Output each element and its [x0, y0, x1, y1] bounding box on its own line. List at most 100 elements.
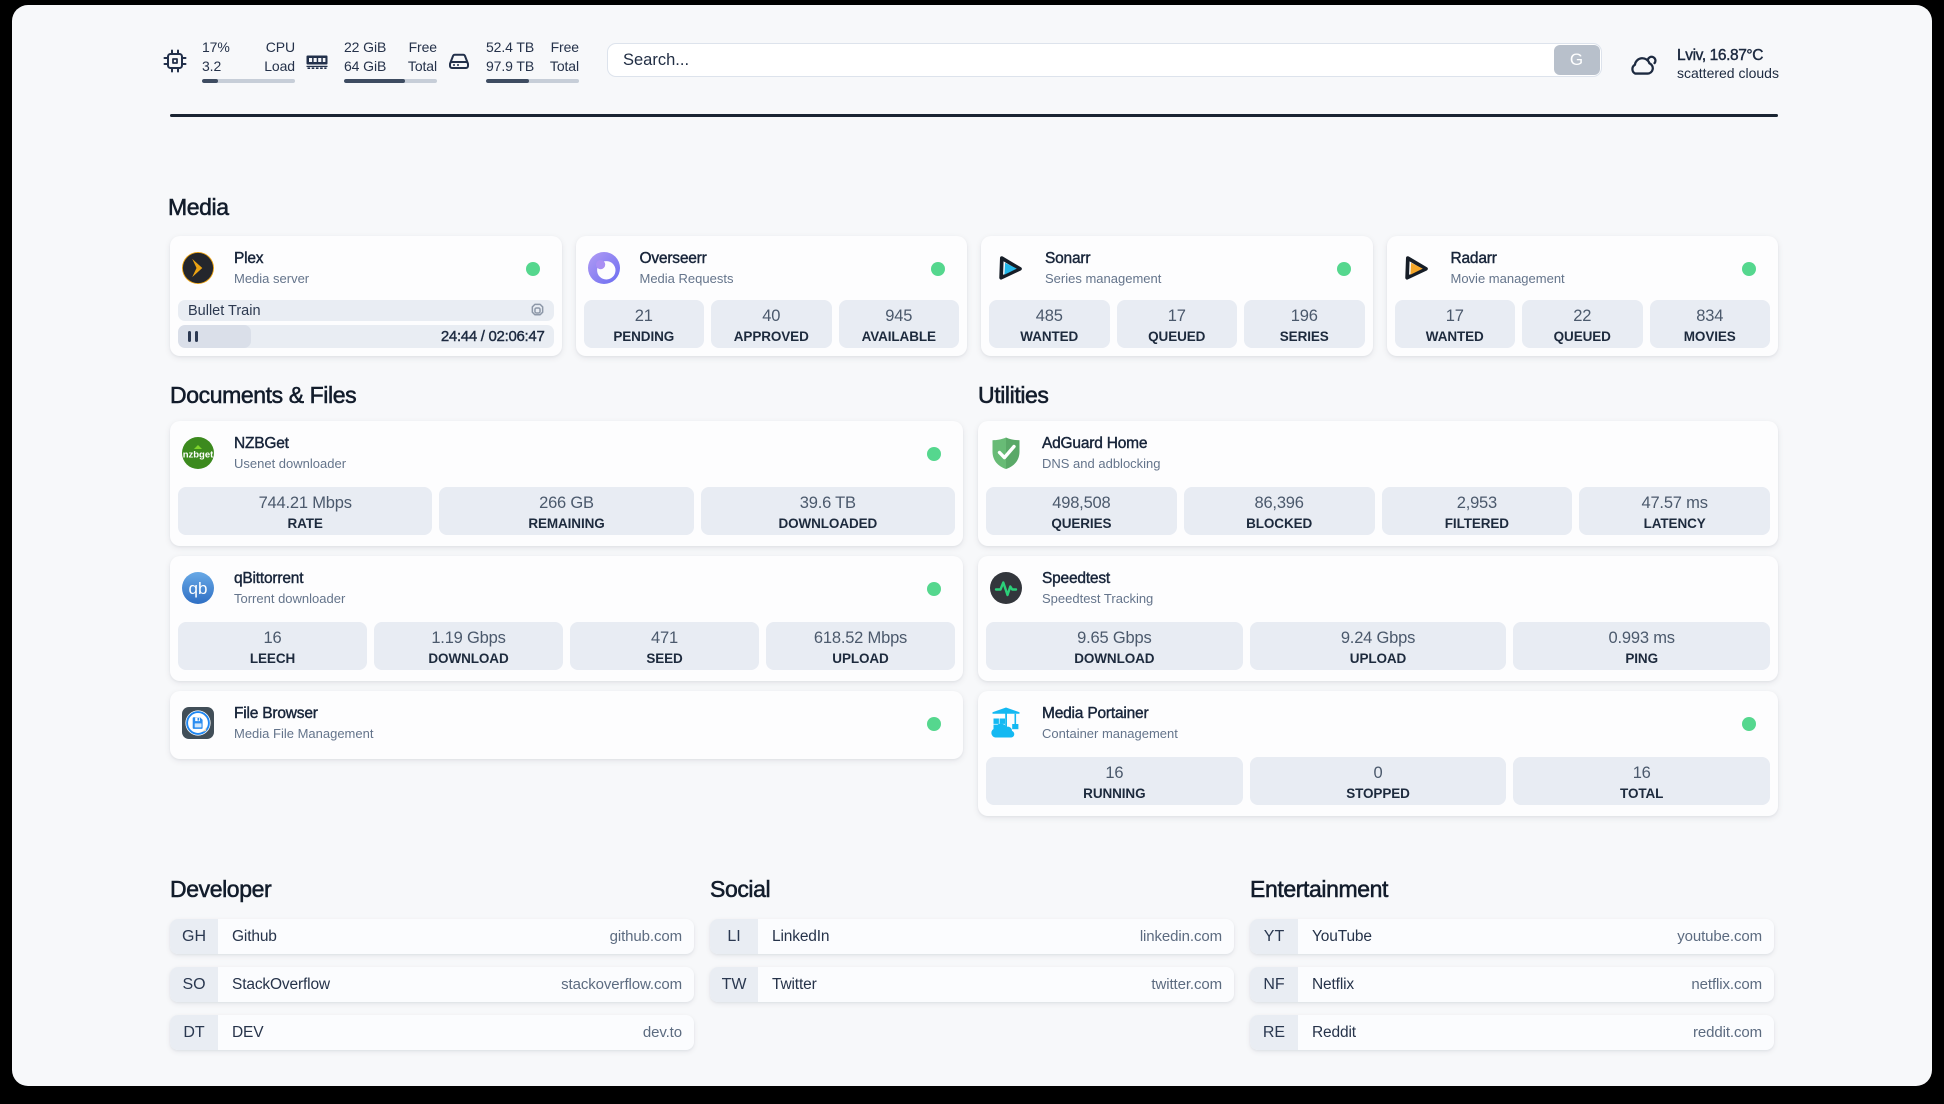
- stat-label: WANTED: [1425, 329, 1484, 344]
- stat-value: 618.52 Mbps: [813, 629, 908, 647]
- sonarr-header: Sonarr Series management: [992, 250, 1161, 287]
- service-card-adguard[interactable]: AdGuard Home DNS and adblocking 498,508 …: [978, 421, 1778, 546]
- qbittorrent-title: qBittorrent: [234, 570, 304, 587]
- stat-label: RUNNING: [1083, 786, 1146, 801]
- service-card-radarr[interactable]: Radarr Movie management 17 WANTED 22 QUE…: [1386, 236, 1778, 356]
- pause-icon: [188, 331, 198, 342]
- social-bookmarks: LI LinkedIn linkedin.com TW Twitter twit…: [710, 919, 1234, 1002]
- bookmark-github[interactable]: GH Github github.com: [170, 919, 694, 954]
- radarr-status-dot: [1742, 262, 1756, 276]
- stat-label: LATENCY: [1643, 516, 1706, 531]
- portainer-stats: 16 RUNNING 0 STOPPED 16 TOTAL: [986, 757, 1771, 805]
- speedtest-icon: [990, 572, 1022, 604]
- stat-block: 1.19 Gbps DOWNLOAD: [374, 622, 563, 670]
- bookmark-youtube[interactable]: YT YouTube youtube.com: [1250, 919, 1774, 954]
- nzbget-status-dot: [927, 447, 941, 461]
- qbittorrent-stats: 16 LEECH 1.19 Gbps DOWNLOAD 471 SEED 618…: [178, 622, 955, 670]
- memory-label-bottom: Total: [407, 58, 437, 74]
- service-card-portainer[interactable]: Media Portainer Container management 16 …: [978, 691, 1778, 816]
- bookmark-url: stackoverflow.com: [561, 976, 682, 993]
- plex-progress-fill: [178, 325, 252, 348]
- cpu-load: 3.2: [202, 58, 222, 74]
- stat-value: 16: [1632, 764, 1651, 782]
- stat-block: 9.24 Gbps UPLOAD: [1249, 622, 1507, 670]
- stat-label: UPLOAD: [832, 651, 889, 666]
- stat-block: 266 GB REMAINING: [439, 487, 694, 535]
- stat-label: RATE: [287, 516, 323, 531]
- cpu-label-bottom: Load: [264, 58, 295, 74]
- stat-block: 0 STOPPED: [1249, 757, 1507, 805]
- overseerr-subtitle: Media Requests: [639, 271, 734, 286]
- stat-block: 16 RUNNING: [986, 757, 1243, 805]
- service-card-nzbget[interactable]: nzbget NZBGet Usenet downloader 744.21 M…: [170, 421, 963, 546]
- service-card-filebrowser[interactable]: File Browser Media File Management: [170, 691, 963, 759]
- bookmark-stackoverflow[interactable]: SO StackOverflow stackoverflow.com: [170, 967, 694, 1002]
- stat-value: 16: [263, 629, 282, 647]
- bookmark-name: StackOverflow: [232, 975, 330, 993]
- section-title-utilities: Utilities: [978, 382, 1049, 409]
- section-title-developer: Developer: [170, 876, 272, 903]
- bookmark-url: youtube.com: [1677, 928, 1762, 945]
- stat-value: 9.65 Gbps: [1077, 629, 1152, 647]
- stat-block: 9.65 Gbps DOWNLOAD: [986, 622, 1243, 670]
- adguard-title: AdGuard Home: [1042, 435, 1148, 452]
- dashboard-frame: 17% CPU 3.2 Load: [12, 5, 1932, 1086]
- bookmark-url: twitter.com: [1151, 976, 1222, 993]
- qbittorrent-header: qb qBittorrent Torrent downloader: [181, 570, 345, 607]
- bookmark-url: dev.to: [642, 1024, 682, 1041]
- radarr-header: Radarr Movie management: [1398, 250, 1565, 287]
- stat-value: 17: [1445, 307, 1464, 325]
- service-card-sonarr[interactable]: Sonarr Series management 485 WANTED 17 Q…: [981, 236, 1373, 356]
- section-title-entertainment: Entertainment: [1250, 876, 1389, 903]
- speedtest-header: Speedtest Speedtest Tracking: [989, 570, 1153, 607]
- memory-progress-track: [344, 79, 437, 83]
- bookmark-twitter[interactable]: TW Twitter twitter.com: [710, 967, 1234, 1002]
- stat-value: 485: [1035, 307, 1063, 325]
- cpu-icon: [163, 49, 187, 72]
- sonarr-title: Sonarr: [1045, 250, 1091, 267]
- filebrowser-status-dot: [927, 717, 941, 731]
- stat-value: 47.57 ms: [1641, 494, 1708, 512]
- plex-icon: [182, 252, 214, 284]
- cpu-percent: 17%: [202, 39, 230, 55]
- svg-text:nzbget: nzbget: [183, 450, 214, 461]
- bookmark-abbr: SO: [170, 967, 218, 1002]
- developer-bookmarks: GH Github github.com SO StackOverflow st…: [170, 919, 694, 1050]
- stat-value: 834: [1696, 307, 1724, 325]
- stat-block: 945 AVAILABLE: [838, 300, 959, 348]
- service-card-speedtest[interactable]: Speedtest Speedtest Tracking 9.65 Gbps D…: [978, 556, 1778, 681]
- stat-label: SEED: [646, 651, 683, 666]
- bookmark-abbr: RE: [1250, 1015, 1298, 1050]
- cpu-progress-fill: [202, 79, 218, 83]
- plex-progress-row[interactable]: 24:44 / 02:06:47: [178, 325, 554, 348]
- plex-status-dot: [525, 262, 540, 276]
- service-card-overseerr[interactable]: Overseerr Media Requests 21 PENDING 40 A…: [575, 236, 967, 356]
- search-box: G: [607, 43, 1602, 77]
- memory-icon: [306, 55, 328, 69]
- service-card-qbittorrent[interactable]: qb qBittorrent Torrent downloader 16 LEE…: [170, 556, 963, 681]
- sonarr-status-dot: [1336, 262, 1351, 276]
- search-input[interactable]: [608, 50, 1554, 70]
- qbittorrent-status-dot: [927, 582, 941, 596]
- plex-now-playing-title: Bullet Train: [188, 302, 261, 319]
- service-card-plex[interactable]: Plex Media server Bullet Train 24:44 / 0…: [170, 236, 562, 356]
- stat-label: APPROVED: [733, 329, 809, 344]
- search-provider-button[interactable]: G: [1553, 45, 1600, 75]
- portainer-header: Media Portainer Container management: [989, 705, 1178, 742]
- bookmark-reddit[interactable]: RE Reddit reddit.com: [1250, 1015, 1774, 1050]
- bookmark-linkedin[interactable]: LI LinkedIn linkedin.com: [710, 919, 1234, 954]
- qbittorrent-icon: qb: [182, 572, 214, 604]
- stat-label: UPLOAD: [1349, 651, 1407, 666]
- speedtest-stats: 9.65 Gbps DOWNLOAD 9.24 Gbps UPLOAD 0.99…: [986, 622, 1771, 670]
- bookmark-dev[interactable]: DT DEV dev.to: [170, 1015, 694, 1050]
- adguard-subtitle: DNS and adblocking: [1042, 456, 1161, 471]
- bookmark-url: github.com: [609, 928, 682, 945]
- bookmark-netflix[interactable]: NF Netflix netflix.com: [1250, 967, 1774, 1002]
- weather-condition: scattered clouds: [1677, 65, 1779, 81]
- stat-value: 196: [1290, 307, 1318, 325]
- stat-value: 744.21 Mbps: [258, 494, 352, 512]
- stat-value: 21: [634, 307, 653, 325]
- bookmark-abbr: TW: [710, 967, 758, 1002]
- nzbget-stats: 744.21 Mbps RATE 266 GB REMAINING 39.6 T…: [178, 487, 955, 535]
- plex-title: Plex: [234, 250, 264, 267]
